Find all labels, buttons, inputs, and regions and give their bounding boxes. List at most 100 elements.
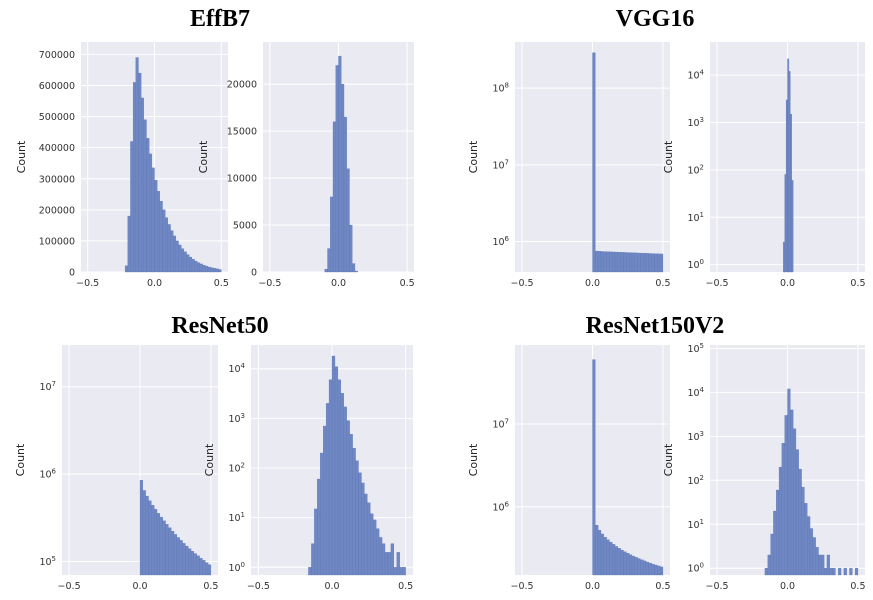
histogram-bar (199, 263, 203, 273)
x-tick-label: 0.5 (203, 581, 218, 592)
histogram-bar (637, 252, 641, 273)
histogram-bar (617, 252, 621, 273)
x-tick-label: 0.5 (850, 278, 865, 289)
y-tick-label: 100 (228, 561, 245, 574)
histogram-bar (317, 478, 321, 576)
histogram-panel-4: −0.5 0.0 0.5 100 101 102 103 104 Count (662, 42, 866, 289)
histogram-bar (628, 554, 633, 576)
histogram-bar (659, 566, 664, 576)
histogram-bar (626, 553, 630, 576)
histogram-bar (189, 256, 193, 273)
x-tick-label: 0.5 (850, 581, 865, 592)
histogram-bar (631, 252, 635, 273)
histogram-bar (334, 366, 339, 576)
histogram-bar (352, 263, 356, 273)
histogram-bar (614, 546, 619, 576)
y-tick-label: 101 (228, 511, 245, 524)
histogram-bar (654, 253, 658, 273)
x-tick-label: 0.5 (214, 278, 229, 289)
histogram-bar (399, 567, 403, 576)
histogram-bar (325, 403, 330, 576)
histogram-bar (784, 415, 788, 576)
y-tick-label: 102 (687, 474, 704, 487)
histogram-bar (597, 251, 602, 273)
histogram-bar (146, 138, 150, 273)
histogram-bar (171, 531, 175, 576)
histogram-bar (197, 262, 201, 273)
histogram-bar (807, 516, 811, 576)
histogram-bar (603, 536, 607, 576)
x-tick-label: 0.5 (400, 278, 415, 289)
y-tick-label: 106 (492, 500, 509, 513)
group-title-resnet150v2: ResNet150V2 (586, 313, 725, 339)
histogram-bar (140, 97, 144, 273)
histogram-bar (801, 486, 805, 576)
histogram-bar (145, 495, 149, 576)
histogram-bar (156, 513, 161, 576)
histogram-bar (143, 119, 147, 273)
x-tick-label: 0.0 (585, 278, 600, 289)
histogram-bar (603, 251, 607, 273)
x-tick-label: −0.5 (258, 278, 281, 289)
y-tick-label: 103 (687, 430, 704, 443)
histogram-bar (804, 503, 808, 576)
histogram-bar (823, 568, 828, 576)
histogram-bar (643, 253, 647, 273)
histogram-bar (645, 561, 650, 576)
y-tick-label: 107 (39, 380, 56, 393)
y-tick-label: 107 (492, 418, 509, 431)
histogram-bar (324, 269, 328, 273)
histogram-bar (381, 543, 386, 576)
y-tick-label: 105 (39, 555, 56, 568)
y-tick-label: 104 (687, 386, 704, 399)
y-tick-label: 103 (228, 412, 245, 425)
histogram-bar (826, 554, 830, 576)
y-tick-label: 300000 (39, 174, 75, 185)
y-tick-label: 20000 (227, 80, 257, 91)
histogram-bar (787, 388, 791, 576)
y-tick-label: 102 (228, 461, 245, 474)
histogram-bar (645, 253, 650, 273)
histogram-bar (194, 260, 198, 273)
x-tick-label: 0.5 (655, 581, 670, 592)
histogram-bar (612, 544, 616, 576)
histogram-bar (148, 500, 152, 576)
histogram-bar (179, 540, 183, 576)
y-tick-label: 10000 (227, 174, 257, 185)
histogram-bar (190, 551, 195, 576)
histogram-bar (364, 493, 368, 576)
histogram-bar (631, 555, 635, 576)
histogram-bar (798, 468, 802, 576)
histogram-bar (346, 168, 350, 273)
histogram-bar (332, 121, 336, 273)
histogram-bar (188, 548, 192, 576)
histogram-bar (167, 224, 171, 273)
histogram-bar (139, 480, 143, 576)
histogram-bars (324, 55, 358, 273)
histogram-bar (132, 82, 136, 273)
histogram-bar (154, 509, 158, 576)
histogram-bar (193, 553, 197, 576)
histogram-bar (159, 200, 163, 273)
histogram-bar (781, 443, 785, 576)
histogram-bar (778, 466, 783, 576)
histogram-bar (165, 524, 169, 576)
histogram-bar (175, 240, 179, 273)
histogram-bar (614, 251, 619, 273)
histogram-bar (185, 545, 189, 576)
histogram-bar (623, 252, 627, 273)
histogram-bar (812, 537, 816, 576)
histogram-bar (617, 548, 621, 576)
histogram-bar (135, 57, 139, 273)
histogram-bar (205, 562, 209, 576)
y-tick-label: 101 (687, 211, 704, 224)
histogram-bar (609, 251, 613, 273)
histogram-bar (320, 452, 324, 576)
group-title-effb7: EffB7 (190, 6, 250, 32)
histogram-bar (349, 434, 353, 576)
histogram-bar (623, 551, 627, 576)
histogram-bar (367, 502, 371, 576)
histogram-bar (792, 428, 797, 576)
histogram-bar (199, 558, 203, 576)
